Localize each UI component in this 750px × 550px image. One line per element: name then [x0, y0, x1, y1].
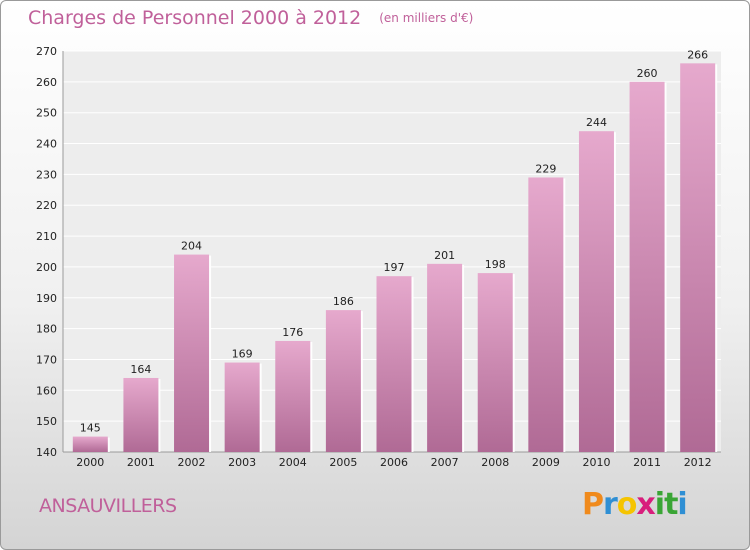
data-label: 164 — [130, 363, 151, 376]
y-tick-label: 140 — [36, 446, 57, 459]
bar — [275, 340, 311, 452]
bar — [224, 362, 260, 452]
y-tick-label: 170 — [36, 353, 57, 366]
data-label: 229 — [535, 162, 556, 175]
logo-letter: t — [664, 487, 678, 522]
x-tick-label: 2008 — [481, 456, 509, 469]
bar — [325, 310, 361, 452]
bar — [629, 81, 665, 452]
y-tick-label: 160 — [36, 384, 57, 397]
x-tick-label: 2009 — [532, 456, 560, 469]
logo-letter: o — [616, 487, 638, 522]
x-tick-label: 2004 — [279, 456, 307, 469]
x-tick-label: 2005 — [329, 456, 357, 469]
bar — [578, 131, 614, 452]
y-tick-label: 260 — [36, 76, 57, 89]
data-label: 266 — [687, 48, 708, 61]
bar — [477, 273, 513, 452]
chart-subtitle: (en milliers d'€) — [379, 11, 474, 25]
proxiti-logo: Proxiti — [582, 487, 688, 522]
y-tick-label: 210 — [36, 230, 57, 243]
bar — [427, 263, 463, 452]
x-tick-label: 2012 — [684, 456, 712, 469]
y-tick-label: 230 — [36, 168, 57, 181]
x-tick-label: 2002 — [178, 456, 206, 469]
title-row: Charges de Personnel 2000 à 2012 (en mill… — [28, 7, 473, 29]
logo-letter: P — [582, 487, 604, 522]
logo-letter: i — [654, 487, 665, 522]
y-tick-label: 180 — [36, 323, 57, 336]
y-tick-label: 200 — [36, 261, 57, 274]
logo-letter: i — [677, 487, 687, 522]
x-tick-label: 2003 — [228, 456, 256, 469]
x-tick-label: 2000 — [76, 456, 104, 469]
data-label: 201 — [434, 249, 455, 262]
x-tick-label: 2007 — [431, 456, 459, 469]
data-label: 198 — [485, 258, 506, 271]
y-tick-label: 190 — [36, 292, 57, 305]
chart-title: Charges de Personnel 2000 à 2012 — [28, 7, 362, 29]
bar — [680, 63, 716, 452]
y-tick-label: 250 — [36, 107, 57, 120]
logo-letter: x — [636, 487, 655, 522]
y-tick-label: 150 — [36, 415, 57, 428]
data-label: 197 — [384, 261, 405, 274]
y-tick-label: 220 — [36, 199, 57, 212]
bar — [123, 377, 159, 452]
data-label: 145 — [80, 422, 101, 435]
commune-name: ANSAUVILLERS — [39, 495, 177, 517]
bar — [72, 436, 108, 452]
data-label: 169 — [232, 348, 253, 361]
data-label: 176 — [282, 326, 303, 339]
data-label: 244 — [586, 116, 607, 129]
x-tick-label: 2011 — [633, 456, 661, 469]
bar — [376, 276, 412, 452]
x-tick-label: 2006 — [380, 456, 408, 469]
data-label: 204 — [181, 240, 202, 253]
y-tick-label: 240 — [36, 138, 57, 151]
x-tick-label: 2010 — [582, 456, 610, 469]
bar — [528, 177, 564, 452]
x-tick-label: 2001 — [127, 456, 155, 469]
data-label: 186 — [333, 295, 354, 308]
logo-letter: r — [603, 487, 618, 522]
bar — [174, 254, 210, 452]
y-tick-label: 270 — [36, 45, 57, 58]
data-label: 260 — [637, 67, 658, 80]
